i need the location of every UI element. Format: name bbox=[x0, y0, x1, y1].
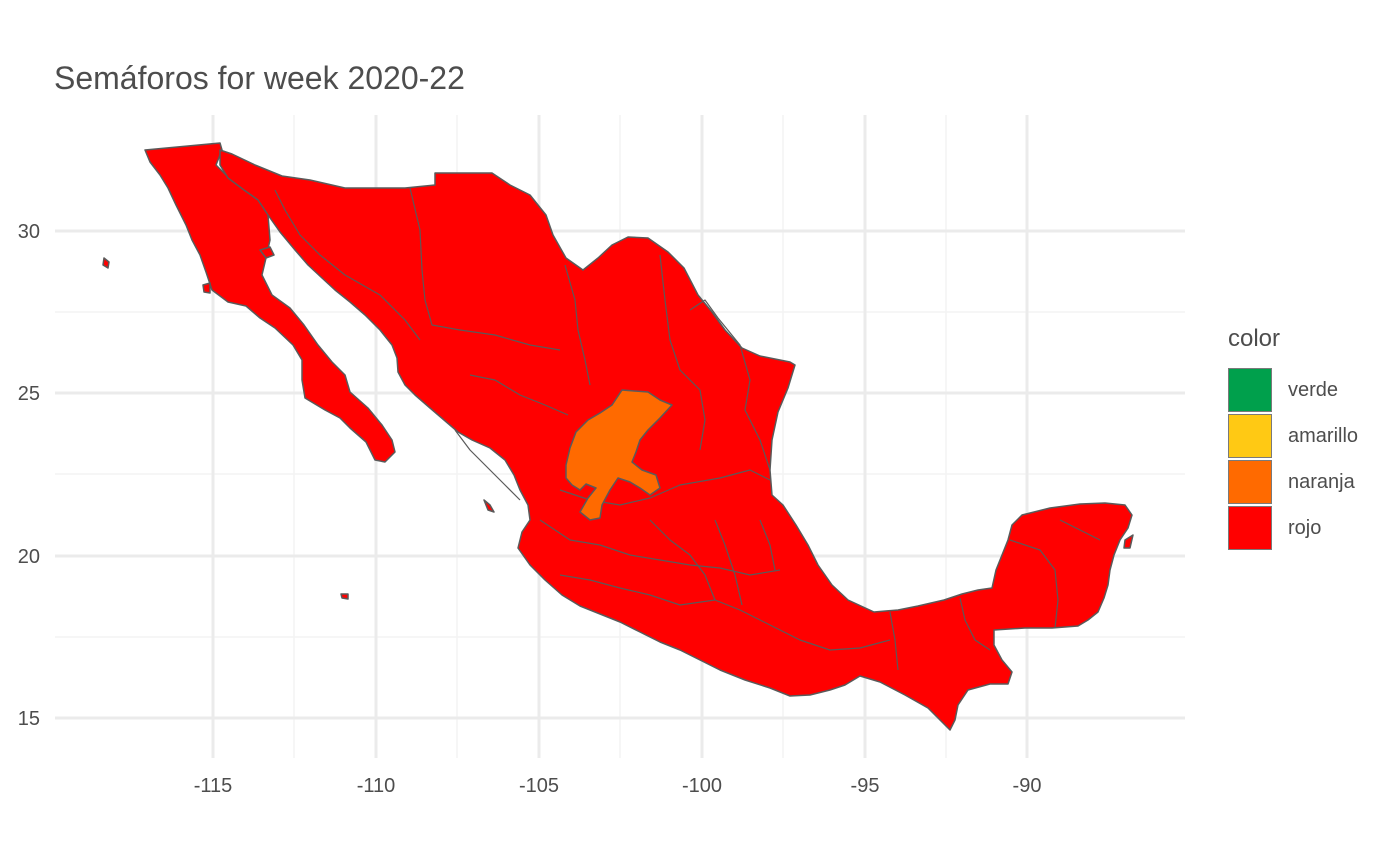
legend-swatch bbox=[1228, 506, 1272, 550]
legend-item: rojo bbox=[1228, 505, 1358, 551]
region-zacatecas bbox=[565, 389, 673, 521]
state-boundaries bbox=[274, 187, 1101, 671]
x-tick-label: -115 bbox=[194, 775, 233, 797]
legend: color verde amarillo naranja rojo bbox=[1228, 325, 1358, 551]
legend-label: amarillo bbox=[1288, 424, 1359, 447]
region-mainland bbox=[219, 149, 1133, 731]
island-cedros bbox=[102, 257, 110, 269]
island-socorro bbox=[340, 593, 349, 600]
y-tick-label: 20 bbox=[18, 546, 40, 568]
legend-swatch bbox=[1228, 368, 1272, 412]
x-tick-label: -110 bbox=[357, 775, 396, 797]
mexico-states bbox=[102, 142, 1134, 731]
legend-title: color bbox=[1228, 325, 1281, 352]
x-axis: -115 -110 -105 -100 -95 -90 bbox=[194, 775, 1042, 797]
chart-title: Semáforos for week 2020-22 bbox=[54, 60, 465, 96]
x-tick-label: -95 bbox=[851, 775, 880, 797]
region-baja-california bbox=[144, 142, 396, 463]
island-isla-angel bbox=[202, 282, 211, 294]
legend-swatch bbox=[1228, 414, 1272, 458]
x-tick-label: -90 bbox=[1013, 775, 1042, 797]
x-tick-label: -105 bbox=[519, 775, 559, 797]
legend-item: naranja bbox=[1228, 459, 1358, 505]
legend-label: verde bbox=[1288, 378, 1339, 401]
y-tick-label: 30 bbox=[18, 221, 40, 243]
legend-label: rojo bbox=[1288, 516, 1322, 539]
y-axis: 30 25 20 15 bbox=[18, 221, 40, 730]
legend-label: naranja bbox=[1288, 470, 1355, 493]
legend-swatch bbox=[1228, 460, 1272, 504]
legend-item: verde bbox=[1228, 367, 1358, 413]
legend-item: amarillo bbox=[1228, 413, 1358, 459]
island-cozumel bbox=[1123, 534, 1134, 549]
island-marias bbox=[483, 499, 495, 513]
x-tick-label: -100 bbox=[682, 775, 722, 797]
island-tiburon bbox=[259, 246, 275, 259]
y-tick-label: 15 bbox=[18, 708, 40, 730]
y-tick-label: 25 bbox=[18, 383, 40, 405]
